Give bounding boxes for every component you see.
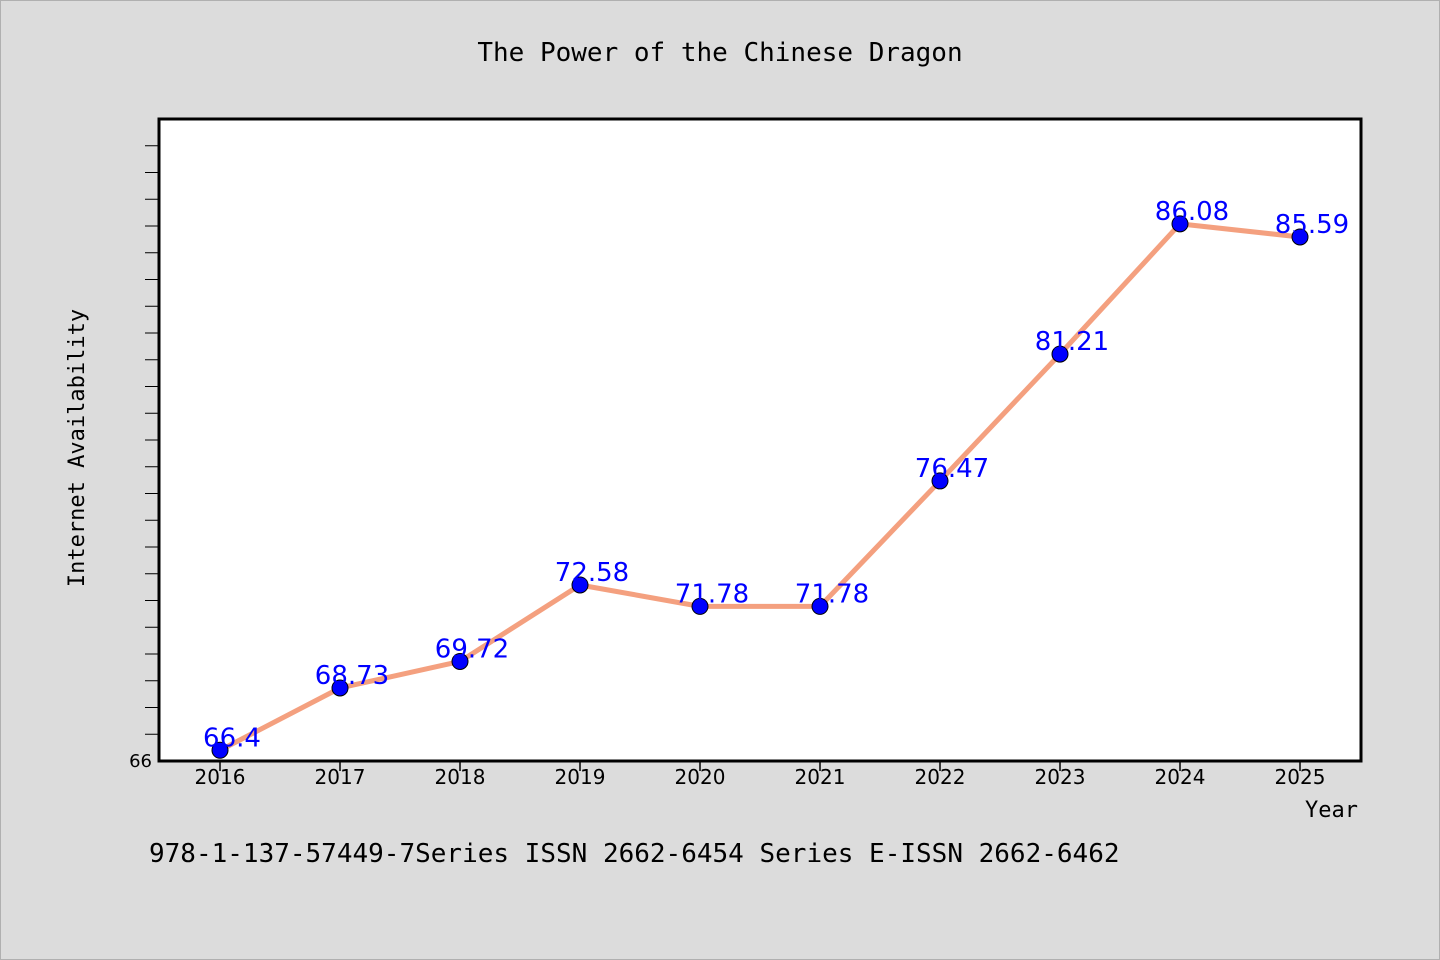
x-tick-label: 2022 — [915, 765, 966, 789]
data-label: 86.08 — [1155, 197, 1229, 227]
data-point — [811, 597, 829, 615]
data-label: 71.78 — [795, 579, 869, 609]
data-point — [691, 597, 709, 615]
y-axis-tick-labels: 66 — [129, 751, 152, 772]
x-axis-label: Year — [1305, 798, 1358, 823]
data-point — [1051, 345, 1069, 363]
data-label: 66.4 — [203, 723, 261, 753]
x-tick-label: 2018 — [435, 765, 486, 789]
y-axis-ticks — [145, 145, 159, 735]
data-label: 81.21 — [1035, 327, 1109, 357]
plot-area — [157, 117, 1363, 763]
y-tick-label: 66 — [129, 751, 152, 772]
x-axis-ticks — [219, 761, 1301, 771]
data-point — [931, 472, 949, 490]
data-label: 76.47 — [915, 454, 989, 484]
series-line — [217, 221, 1303, 753]
x-tick-label: 2023 — [1035, 765, 1086, 789]
footer-isbn-issn-text: 978-1-137-57449-7Series ISSN 2662-6454 S… — [149, 839, 1120, 869]
x-tick-label: 2021 — [795, 765, 846, 789]
x-axis-tick-labels: 2016 2017 2018 2019 2020 2021 2022 2023 2024 2025 — [195, 765, 1326, 789]
x-tick-label: 2025 — [1275, 765, 1326, 789]
data-label: 71.78 — [675, 579, 749, 609]
x-tick-label: 2016 — [195, 765, 246, 789]
x-tick-label: 2019 — [555, 765, 606, 789]
data-label: 85.59 — [1275, 210, 1349, 240]
x-tick-label: 2024 — [1155, 765, 1206, 789]
data-point — [211, 741, 229, 759]
data-point-markers — [211, 215, 1309, 759]
x-tick-label: 2020 — [675, 765, 726, 789]
data-label: 72.58 — [555, 558, 629, 588]
data-point — [1171, 215, 1189, 233]
data-labels: 66.4 68.73 69.72 72.58 71.78 71.78 76.47 81.21 8… — [203, 197, 1349, 753]
data-point — [1291, 228, 1309, 246]
x-tick-label: 2017 — [315, 765, 366, 789]
data-label: 68.73 — [315, 661, 389, 691]
data-point — [331, 679, 349, 697]
y-axis-label: Internet Availability — [65, 309, 90, 587]
chart-title: The Power of the Chinese Dragon — [477, 38, 962, 68]
data-point — [451, 652, 469, 670]
data-point — [571, 576, 589, 594]
data-label: 69.72 — [435, 634, 509, 664]
